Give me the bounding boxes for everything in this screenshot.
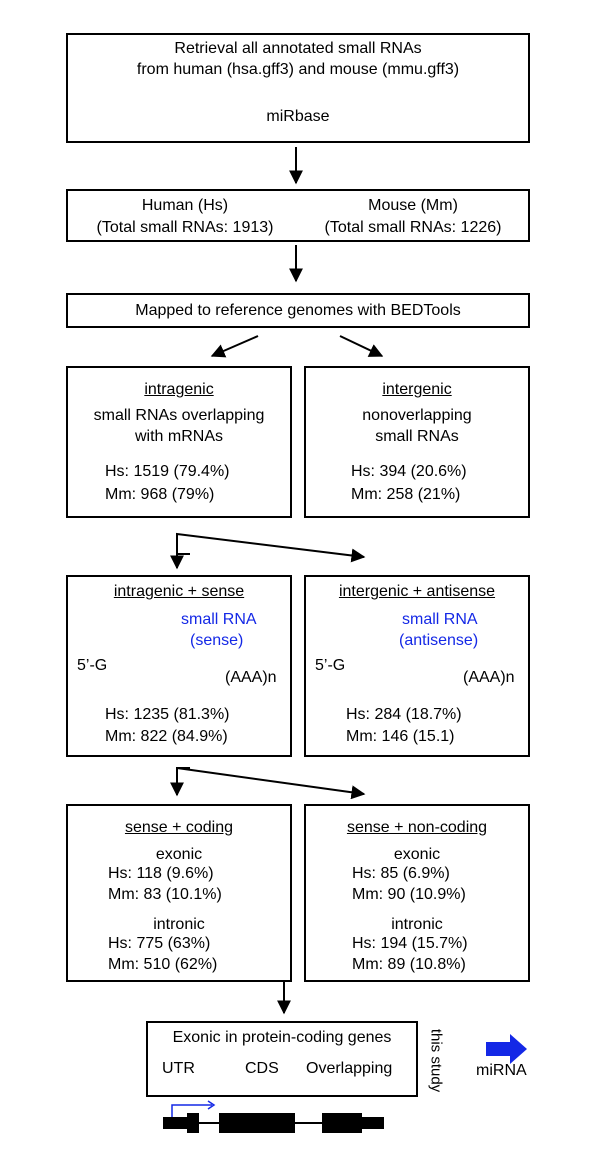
intergenic-title: intergenic	[382, 381, 452, 398]
arrow-to-coding	[170, 767, 190, 797]
final-category-cds: CDS	[245, 1060, 279, 1077]
coding-exonic-label: exonic	[155, 846, 203, 863]
human-title: Human (Hs)	[141, 197, 229, 214]
intragenic-mm: Mm: 968 (79%)	[105, 486, 215, 503]
intragenic-desc1: small RNAs overlapping	[93, 407, 265, 424]
antisense-title: intergenic + antisense	[338, 583, 496, 600]
final-category-overlapping: Overlapping	[306, 1060, 393, 1077]
intragenic-hs: Hs: 1519 (79.4%)	[105, 463, 230, 480]
noncoding-exonic-label: exonic	[393, 846, 441, 863]
gene-tss-arrow-icon	[171, 1104, 212, 1117]
intergenic-mm: Mm: 258 (21%)	[351, 486, 461, 503]
intergenic-desc2: small RNAs	[375, 428, 459, 445]
noncoding-intronic-mm: Mm: 89 (10.8%)	[352, 956, 466, 973]
intergenic-desc1: nonoverlapping	[362, 407, 472, 424]
mapping-box	[66, 293, 530, 328]
coding-exonic-mm: Mm: 83 (10.1%)	[108, 886, 222, 903]
antisense-label2: (antisense)	[399, 632, 479, 649]
coding-title: sense + coding	[124, 819, 234, 836]
intragenic-title: intragenic	[144, 381, 214, 398]
mapping-text: Mapped to reference genomes with BEDTool…	[135, 302, 461, 319]
gene-model	[163, 1100, 384, 1133]
sense-title: intragenic + sense	[113, 583, 245, 600]
legend-mirna-arrow-icon	[486, 1034, 527, 1064]
intergenic-hs: Hs: 394 (20.6%)	[351, 463, 467, 480]
final-title: Exonic in protein-coding genes	[172, 1029, 392, 1046]
intragenic-box	[66, 366, 292, 518]
this-study-label: this study	[427, 1028, 445, 1093]
arrow-to-intragenic	[210, 335, 259, 358]
antisense-hs: Hs: 284 (18.7%)	[346, 706, 462, 723]
antisense-box	[304, 575, 530, 757]
sense-label1: small RNA	[181, 611, 257, 628]
noncoding-exonic-mm: Mm: 90 (10.9%)	[352, 886, 466, 903]
sense-five-prime: 5’-G	[77, 657, 108, 674]
sense-hs: Hs: 1235 (81.3%)	[105, 706, 230, 723]
arrow-to-sense	[170, 553, 190, 570]
retrieval-box	[66, 33, 530, 143]
mouse-title: Mouse (Mm)	[368, 197, 458, 214]
coding-exonic-hs: Hs: 118 (9.6%)	[108, 865, 214, 882]
retrieval-line2: from human (hsa.gff3) and mouse (mmu.gff…	[136, 61, 460, 78]
antisense-label1: small RNA	[402, 611, 478, 628]
antisense-five-prime: 5’-G	[315, 657, 346, 674]
noncoding-title: sense + non-coding	[346, 819, 488, 836]
intragenic-desc2: with mRNAs	[134, 428, 223, 445]
noncoding-intronic-hs: Hs: 194 (15.7%)	[352, 935, 468, 952]
antisense-mm: Mm: 146 (15.1)	[346, 728, 455, 745]
human-total: (Total small RNAs: 1913)	[96, 219, 274, 236]
noncoding-exonic-hs: Hs: 85 (6.9%)	[352, 865, 450, 882]
mouse-total: (Total small RNAs: 1226)	[324, 219, 502, 236]
coding-intronic-label: intronic	[153, 916, 205, 933]
coding-intronic-mm: Mm: 510 (62%)	[108, 956, 218, 973]
legend-mirna-label: miRNA	[476, 1062, 527, 1079]
sense-box	[66, 575, 292, 757]
species-box	[66, 189, 530, 242]
sense-label2: (sense)	[190, 632, 244, 649]
final-category-utr: UTR	[162, 1060, 195, 1077]
noncoding-box	[304, 804, 530, 982]
antisense-polya: (AAA)n	[463, 669, 515, 686]
retrieval-line1: Retrieval all annotated small RNAs	[174, 40, 422, 57]
sense-polya: (AAA)n	[225, 669, 277, 686]
noncoding-intronic-label: intronic	[391, 916, 443, 933]
arrow-to-noncoding	[176, 767, 366, 800]
mirbase-label: miRbase	[266, 108, 330, 125]
intergenic-box	[304, 366, 530, 518]
coding-intronic-hs: Hs: 775 (63%)	[108, 935, 211, 952]
arrow-to-intergenic	[339, 335, 384, 357]
coding-box	[66, 804, 292, 982]
sense-mm: Mm: 822 (84.9%)	[105, 728, 228, 745]
exonic-protein-coding-box	[146, 1021, 418, 1097]
arrow-to-antisense	[176, 532, 366, 563]
